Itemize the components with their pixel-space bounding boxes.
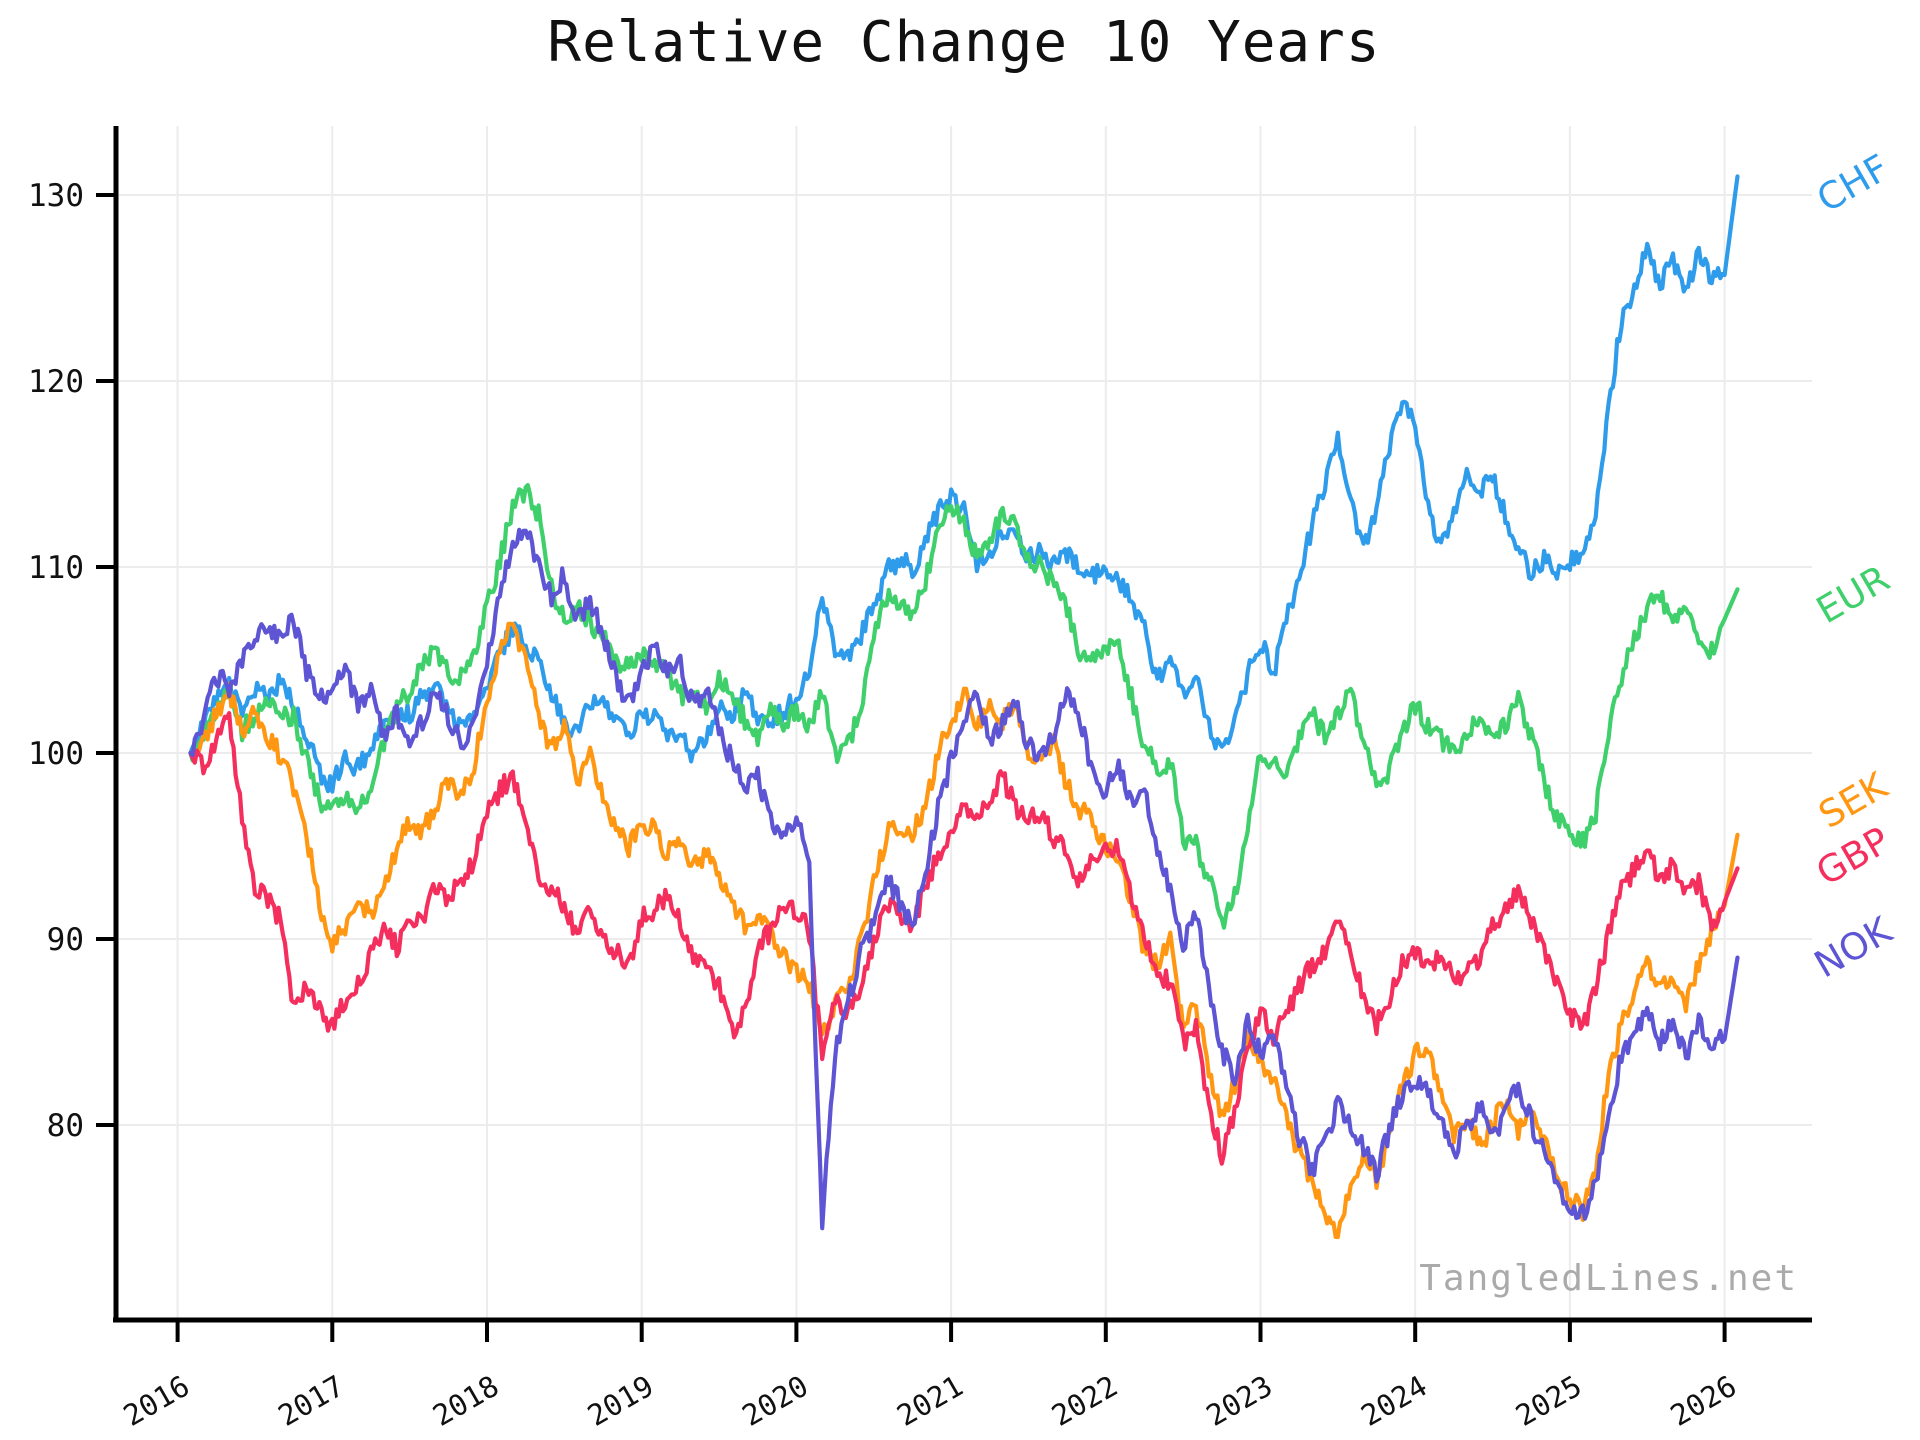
series-line-nok [188, 527, 1740, 1231]
y-tick-label-100: 100 [28, 736, 84, 772]
series-layer [188, 174, 1740, 1240]
x-tick-label-2016: 2016 [118, 1369, 195, 1433]
y-tick-label-120: 120 [28, 364, 84, 400]
x-tick-label-2022: 2022 [1046, 1369, 1123, 1433]
watermark: TangledLines.net [1419, 1258, 1798, 1299]
x-tick-label-2023: 2023 [1201, 1369, 1278, 1433]
chart-title: Relative Change 10 Years [547, 10, 1381, 75]
x-tick-label-2021: 2021 [891, 1369, 968, 1433]
x-tick-label-2019: 2019 [582, 1369, 659, 1433]
x-tick-label-2020: 2020 [736, 1369, 813, 1433]
x-tick-label-2026: 2026 [1665, 1369, 1742, 1433]
x-tick-label-2024: 2024 [1355, 1369, 1432, 1433]
y-tick-label-110: 110 [28, 550, 84, 586]
axis-layer [96, 126, 1812, 1342]
x-tick-label-2025: 2025 [1510, 1369, 1587, 1433]
y-tick-label-80: 80 [47, 1108, 84, 1144]
x-tick-label-2017: 2017 [272, 1369, 349, 1433]
x-tick-label-2018: 2018 [427, 1369, 504, 1433]
series-line-eur [188, 483, 1740, 930]
tick-label-layer: 80 90 100 110 120 130 2016 2017 2018 2019 2020 2021… [28, 178, 1742, 1433]
y-tick-label-130: 130 [28, 178, 84, 214]
series-line-sek [188, 621, 1740, 1240]
y-tick-label-90: 90 [47, 922, 84, 958]
series-line-gbp [188, 710, 1740, 1166]
